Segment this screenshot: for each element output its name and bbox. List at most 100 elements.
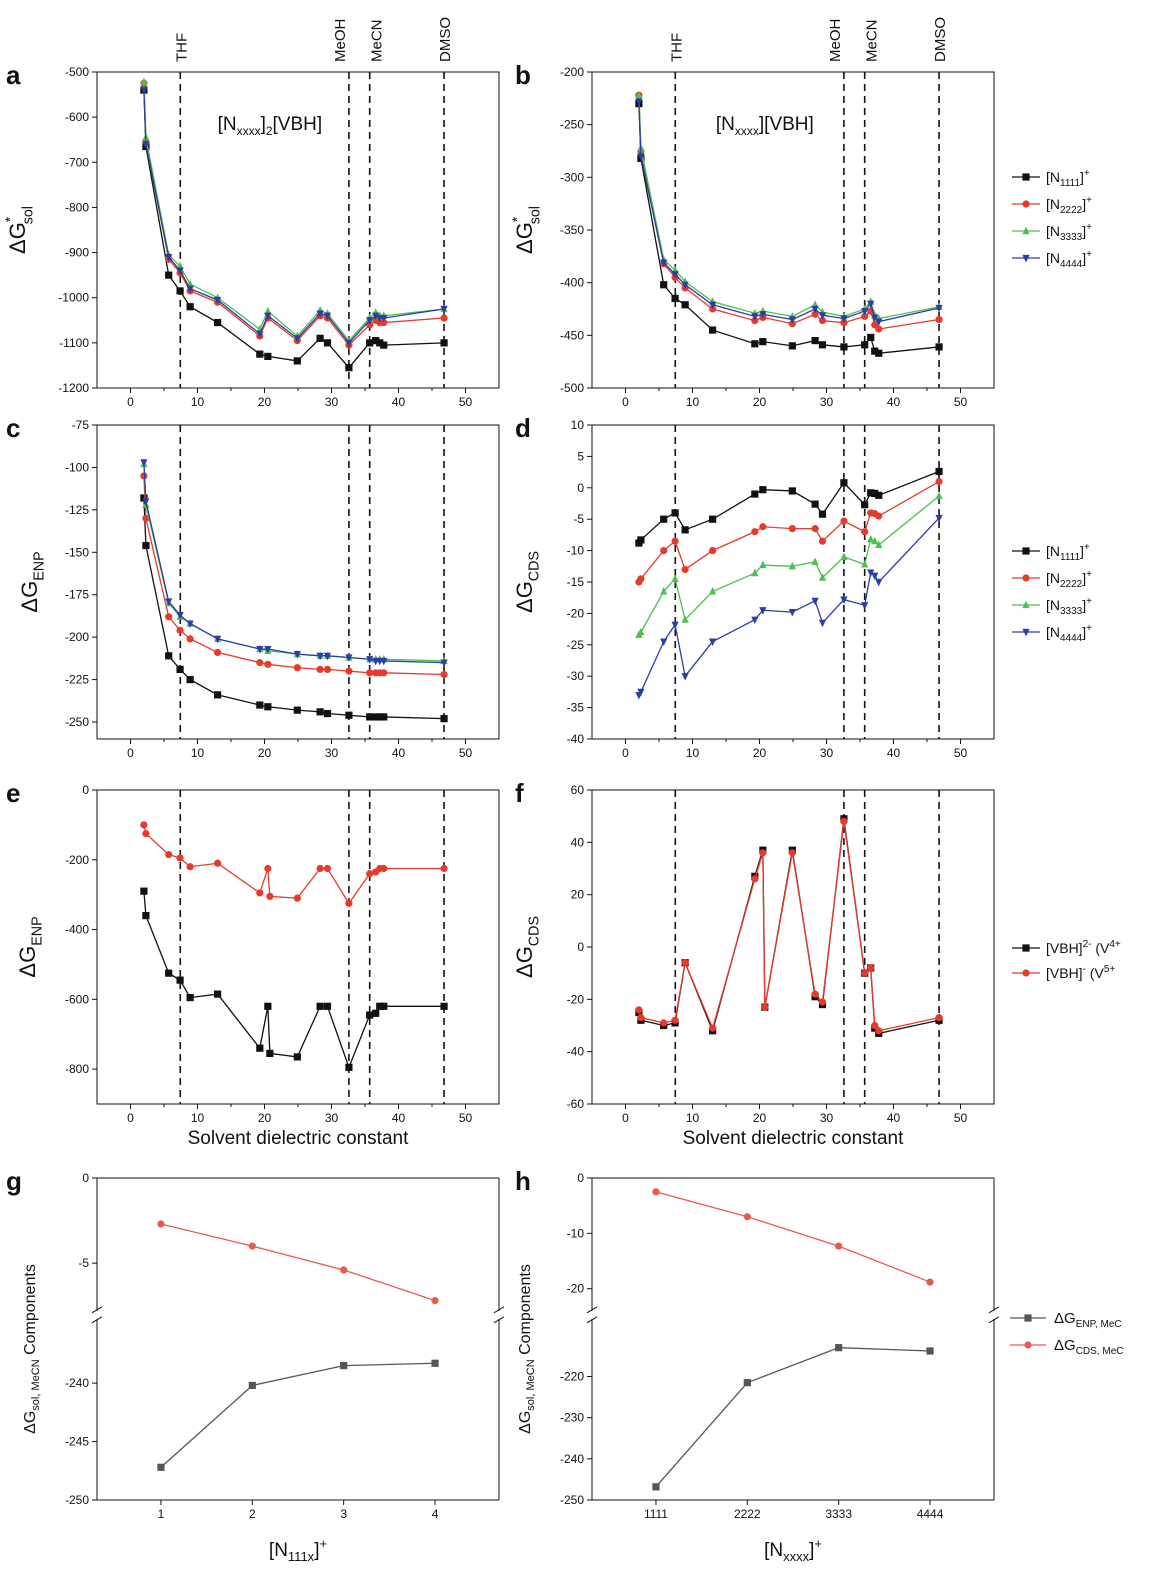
y-tick-label: -600: [65, 110, 89, 124]
data-point: [431, 1297, 439, 1305]
y-tick-label: 10: [571, 418, 585, 432]
solvent-label-thf: THF: [668, 33, 685, 62]
data-point: [935, 467, 943, 476]
axis-break-mark: [988, 1306, 1000, 1314]
solvent-label-dmso: DMSO: [932, 17, 949, 62]
x-tick-label: 2: [249, 1507, 256, 1521]
data-point: [709, 547, 717, 555]
data-point: [759, 607, 767, 615]
y-tick-label: -200: [65, 853, 89, 867]
data-point: [660, 515, 668, 523]
axis-break-mark: [91, 1316, 103, 1324]
y-tick-label: -450: [560, 328, 584, 342]
x-tick-label: 40: [887, 1111, 901, 1125]
data-point: [165, 969, 173, 977]
data-point: [681, 615, 689, 623]
data-point: [743, 1379, 751, 1387]
data-point: [671, 1016, 679, 1024]
data-point: [637, 575, 645, 583]
data-point: [867, 534, 875, 543]
data-point: [635, 90, 643, 99]
x-tick-label: 0: [127, 395, 134, 409]
data-point: [652, 1483, 660, 1491]
data-point: [871, 347, 879, 355]
data-point: [871, 536, 879, 545]
panel-e: 0 10 20 30 40 50 -800 -600 -400 -200 0 ΔGENP Solvent…: [15, 783, 500, 1149]
panel-letter-a: a: [6, 60, 21, 90]
y-tick-label: -10: [567, 544, 585, 558]
y-axis-label: ΔGsol, MeCN Components: [22, 1264, 42, 1434]
data-point: [380, 1002, 388, 1010]
y-axis-label: ΔGENP: [15, 916, 46, 977]
data-point: [376, 1002, 384, 1010]
y-tick-label: -250: [560, 1493, 584, 1507]
data-point: [323, 709, 332, 718]
data-point: [875, 512, 883, 520]
legend-marker: [1022, 547, 1030, 555]
solvent-label-meoh: MeOH: [827, 19, 844, 62]
data-point: [926, 1347, 934, 1355]
axis-break-mark: [493, 1316, 505, 1324]
data-point: [875, 491, 883, 499]
data-point: [366, 713, 374, 721]
data-point: [709, 638, 717, 647]
x-tick-label: 20: [753, 395, 767, 409]
data-point: [788, 609, 796, 617]
x-tick-label: 20: [258, 1111, 272, 1125]
data-point: [165, 850, 173, 859]
x-axis-label: Solvent dielectric constant: [683, 1128, 904, 1149]
x-tick-label: 40: [887, 395, 901, 409]
data-point: [366, 1011, 374, 1019]
data-point: [811, 597, 819, 606]
x-tick-label: 0: [622, 746, 629, 760]
series-line-1: [143, 497, 445, 720]
data-point: [165, 253, 173, 262]
y-axis-label: ΔG* sol: [3, 206, 37, 254]
legend-label: [N1111]+: [1046, 168, 1090, 189]
data-point: [176, 976, 184, 984]
data-point: [380, 669, 388, 677]
y-tick-label: -700: [65, 155, 89, 169]
y-tick-label: -1200: [58, 381, 89, 395]
data-point: [751, 875, 759, 883]
data-point: [264, 306, 272, 315]
data-point: [140, 86, 148, 95]
data-point: [835, 1344, 843, 1352]
data-point: [380, 318, 388, 327]
y-tick-label: -40: [567, 732, 585, 746]
data-point: [440, 305, 448, 314]
x-tick-label: 1: [158, 1507, 165, 1521]
data-point: [875, 349, 883, 357]
data-point: [759, 560, 767, 569]
solvent-label-mecn: MeCN: [864, 19, 881, 62]
y-tick-label: -5: [573, 512, 584, 526]
data-point: [266, 892, 274, 901]
data-point: [818, 573, 827, 581]
y-tick-label: -30: [567, 669, 585, 683]
data-point: [861, 312, 869, 320]
legend-marker: [1022, 600, 1030, 609]
y-tick-label: -230: [560, 1411, 584, 1425]
data-point: [861, 341, 869, 349]
data-point: [861, 308, 869, 316]
data-point: [380, 314, 388, 323]
data-point: [264, 312, 272, 321]
legend-components: ΔGENP, MeC ΔGCDS, MeC: [1010, 1310, 1123, 1357]
y-tick-label: -250: [65, 1493, 89, 1507]
series-line-3: [143, 464, 445, 662]
data-point: [759, 849, 767, 857]
x-tick-label: 30: [820, 1111, 834, 1125]
data-point: [671, 509, 679, 517]
y-tick-label: 5: [577, 449, 584, 463]
y-tick-label: -200: [560, 65, 584, 79]
data-point: [142, 141, 150, 149]
plot-frame: [96, 424, 500, 740]
data-point: [256, 350, 264, 358]
data-point: [871, 1021, 879, 1030]
data-point: [323, 339, 332, 347]
legend-label: [N4444]+: [1046, 249, 1092, 270]
y-tick-label: 0: [577, 940, 584, 954]
y-tick-label: -220: [560, 1369, 584, 1383]
panel-letter-c: c: [6, 413, 20, 443]
